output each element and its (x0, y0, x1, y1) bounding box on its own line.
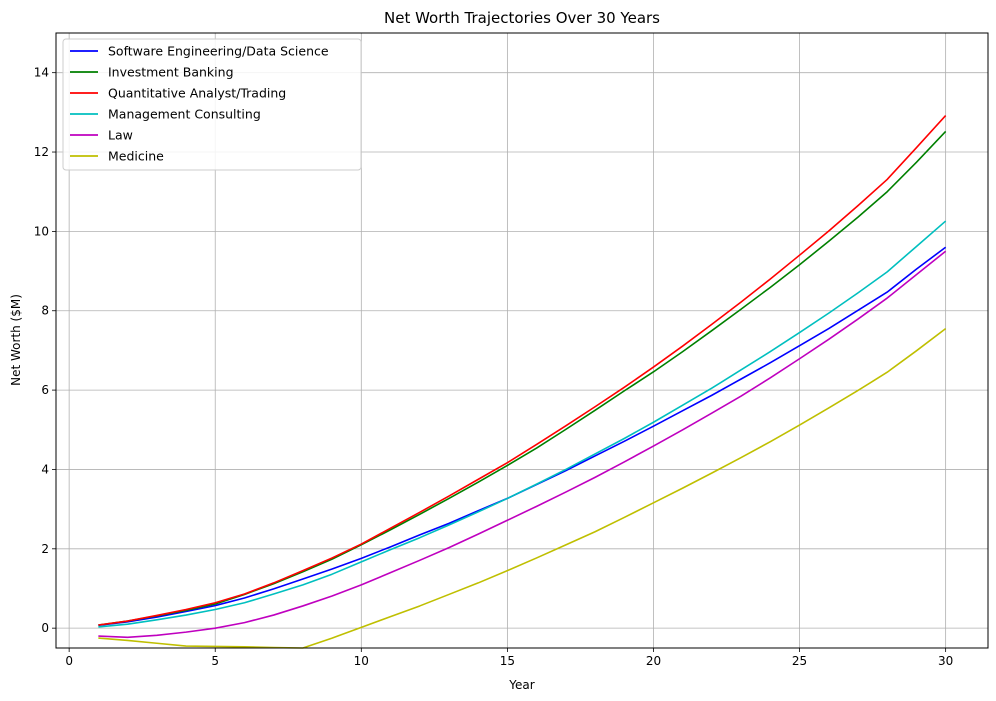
x-tick-label: 10 (354, 654, 369, 668)
y-tick-label: 6 (41, 383, 49, 397)
y-tick-label: 4 (41, 462, 49, 476)
x-tick-label: 25 (792, 654, 807, 668)
plot-frame (55, 32, 989, 649)
legend-label-investment-banking: Investment Banking (108, 65, 234, 80)
y-tick-label: 2 (41, 542, 49, 556)
y-tick-label: 0 (41, 621, 49, 635)
legend-label-quantitative-analyst-trading: Quantitative Analyst/Trading (108, 86, 286, 101)
series-line-law (98, 250, 947, 639)
series-line-medicine (98, 327, 947, 649)
x-tick-label: 0 (65, 654, 73, 668)
x-tick-label: 30 (938, 654, 953, 668)
y-axis-label: Net Worth ($M) (9, 294, 23, 386)
chart-title: Net Worth Trajectories Over 30 Years (384, 9, 660, 27)
x-tick-label: 5 (211, 654, 219, 668)
legend-label-management-consulting: Management Consulting (108, 107, 261, 122)
x-tick-label: 20 (646, 654, 661, 668)
legend-label-law: Law (108, 128, 133, 143)
y-tick-label: 10 (34, 224, 49, 238)
legend: Software Engineering/Data Science Investm… (62, 38, 362, 171)
legend-box (62, 38, 362, 171)
series-line-management-consulting (98, 220, 947, 628)
x-tick-label: 15 (500, 654, 515, 668)
y-tick-label: 14 (34, 66, 49, 80)
legend-label-medicine: Medicine (108, 149, 164, 164)
y-tick-label: 8 (41, 304, 49, 318)
y-tick-label: 12 (34, 145, 49, 159)
x-axis-label: Year (508, 678, 534, 692)
series-lines (98, 114, 947, 649)
legend-label-software-engineering-data-science: Software Engineering/Data Science (108, 44, 329, 59)
axis-ticks: 0 5 10 15 20 25 30 0 2 4 6 8 10 12 14 (34, 66, 954, 668)
series-line-quantitative-analyst-trading (98, 114, 947, 626)
